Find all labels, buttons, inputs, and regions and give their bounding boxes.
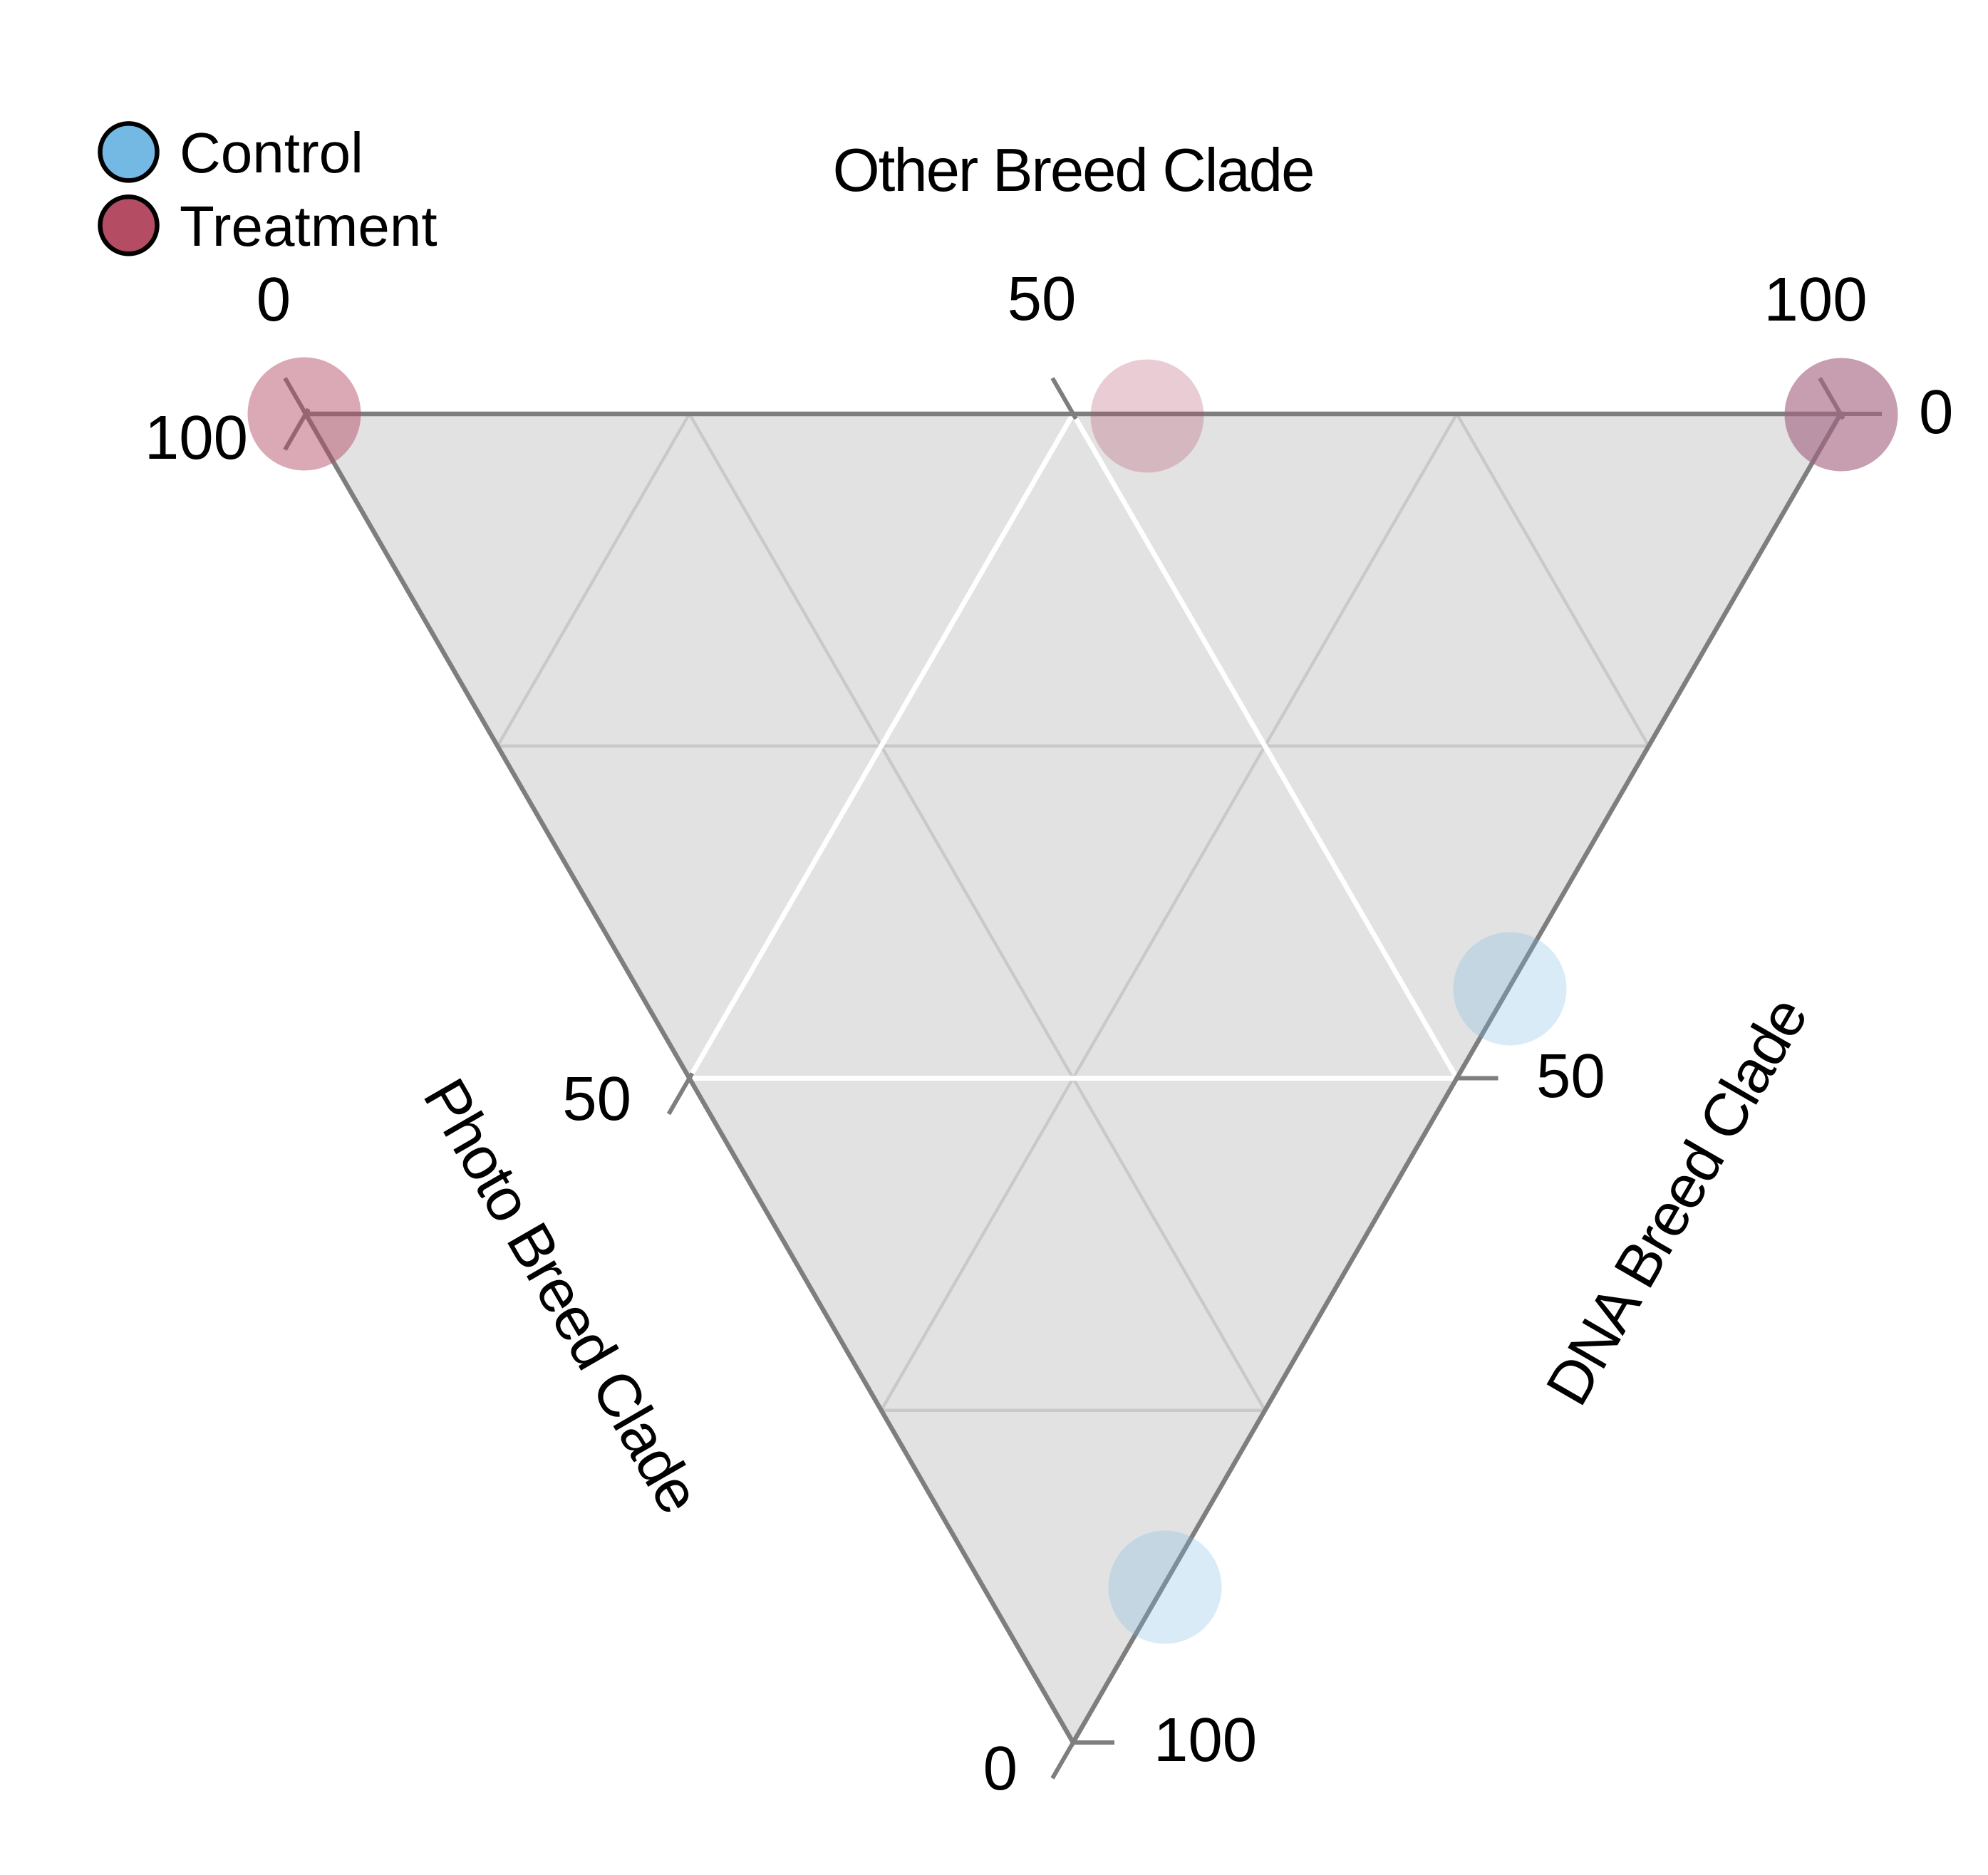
svg-text:100: 100: [145, 403, 248, 472]
svg-text:Treatment: Treatment: [180, 194, 438, 258]
svg-text:Control: Control: [180, 121, 363, 185]
svg-text:0: 0: [983, 1734, 1018, 1803]
svg-text:100: 100: [1154, 1705, 1257, 1775]
svg-text:Photo Breed Clade: Photo Breed Clade: [410, 1068, 712, 1524]
svg-text:Other Breed Clade: Other Breed Clade: [833, 137, 1314, 204]
svg-text:50: 50: [562, 1064, 631, 1133]
svg-text:50: 50: [1008, 264, 1077, 333]
svg-text:0: 0: [1919, 378, 1953, 447]
svg-text:50: 50: [1536, 1042, 1605, 1111]
svg-text:100: 100: [1764, 265, 1867, 334]
svg-text:0: 0: [257, 265, 291, 334]
